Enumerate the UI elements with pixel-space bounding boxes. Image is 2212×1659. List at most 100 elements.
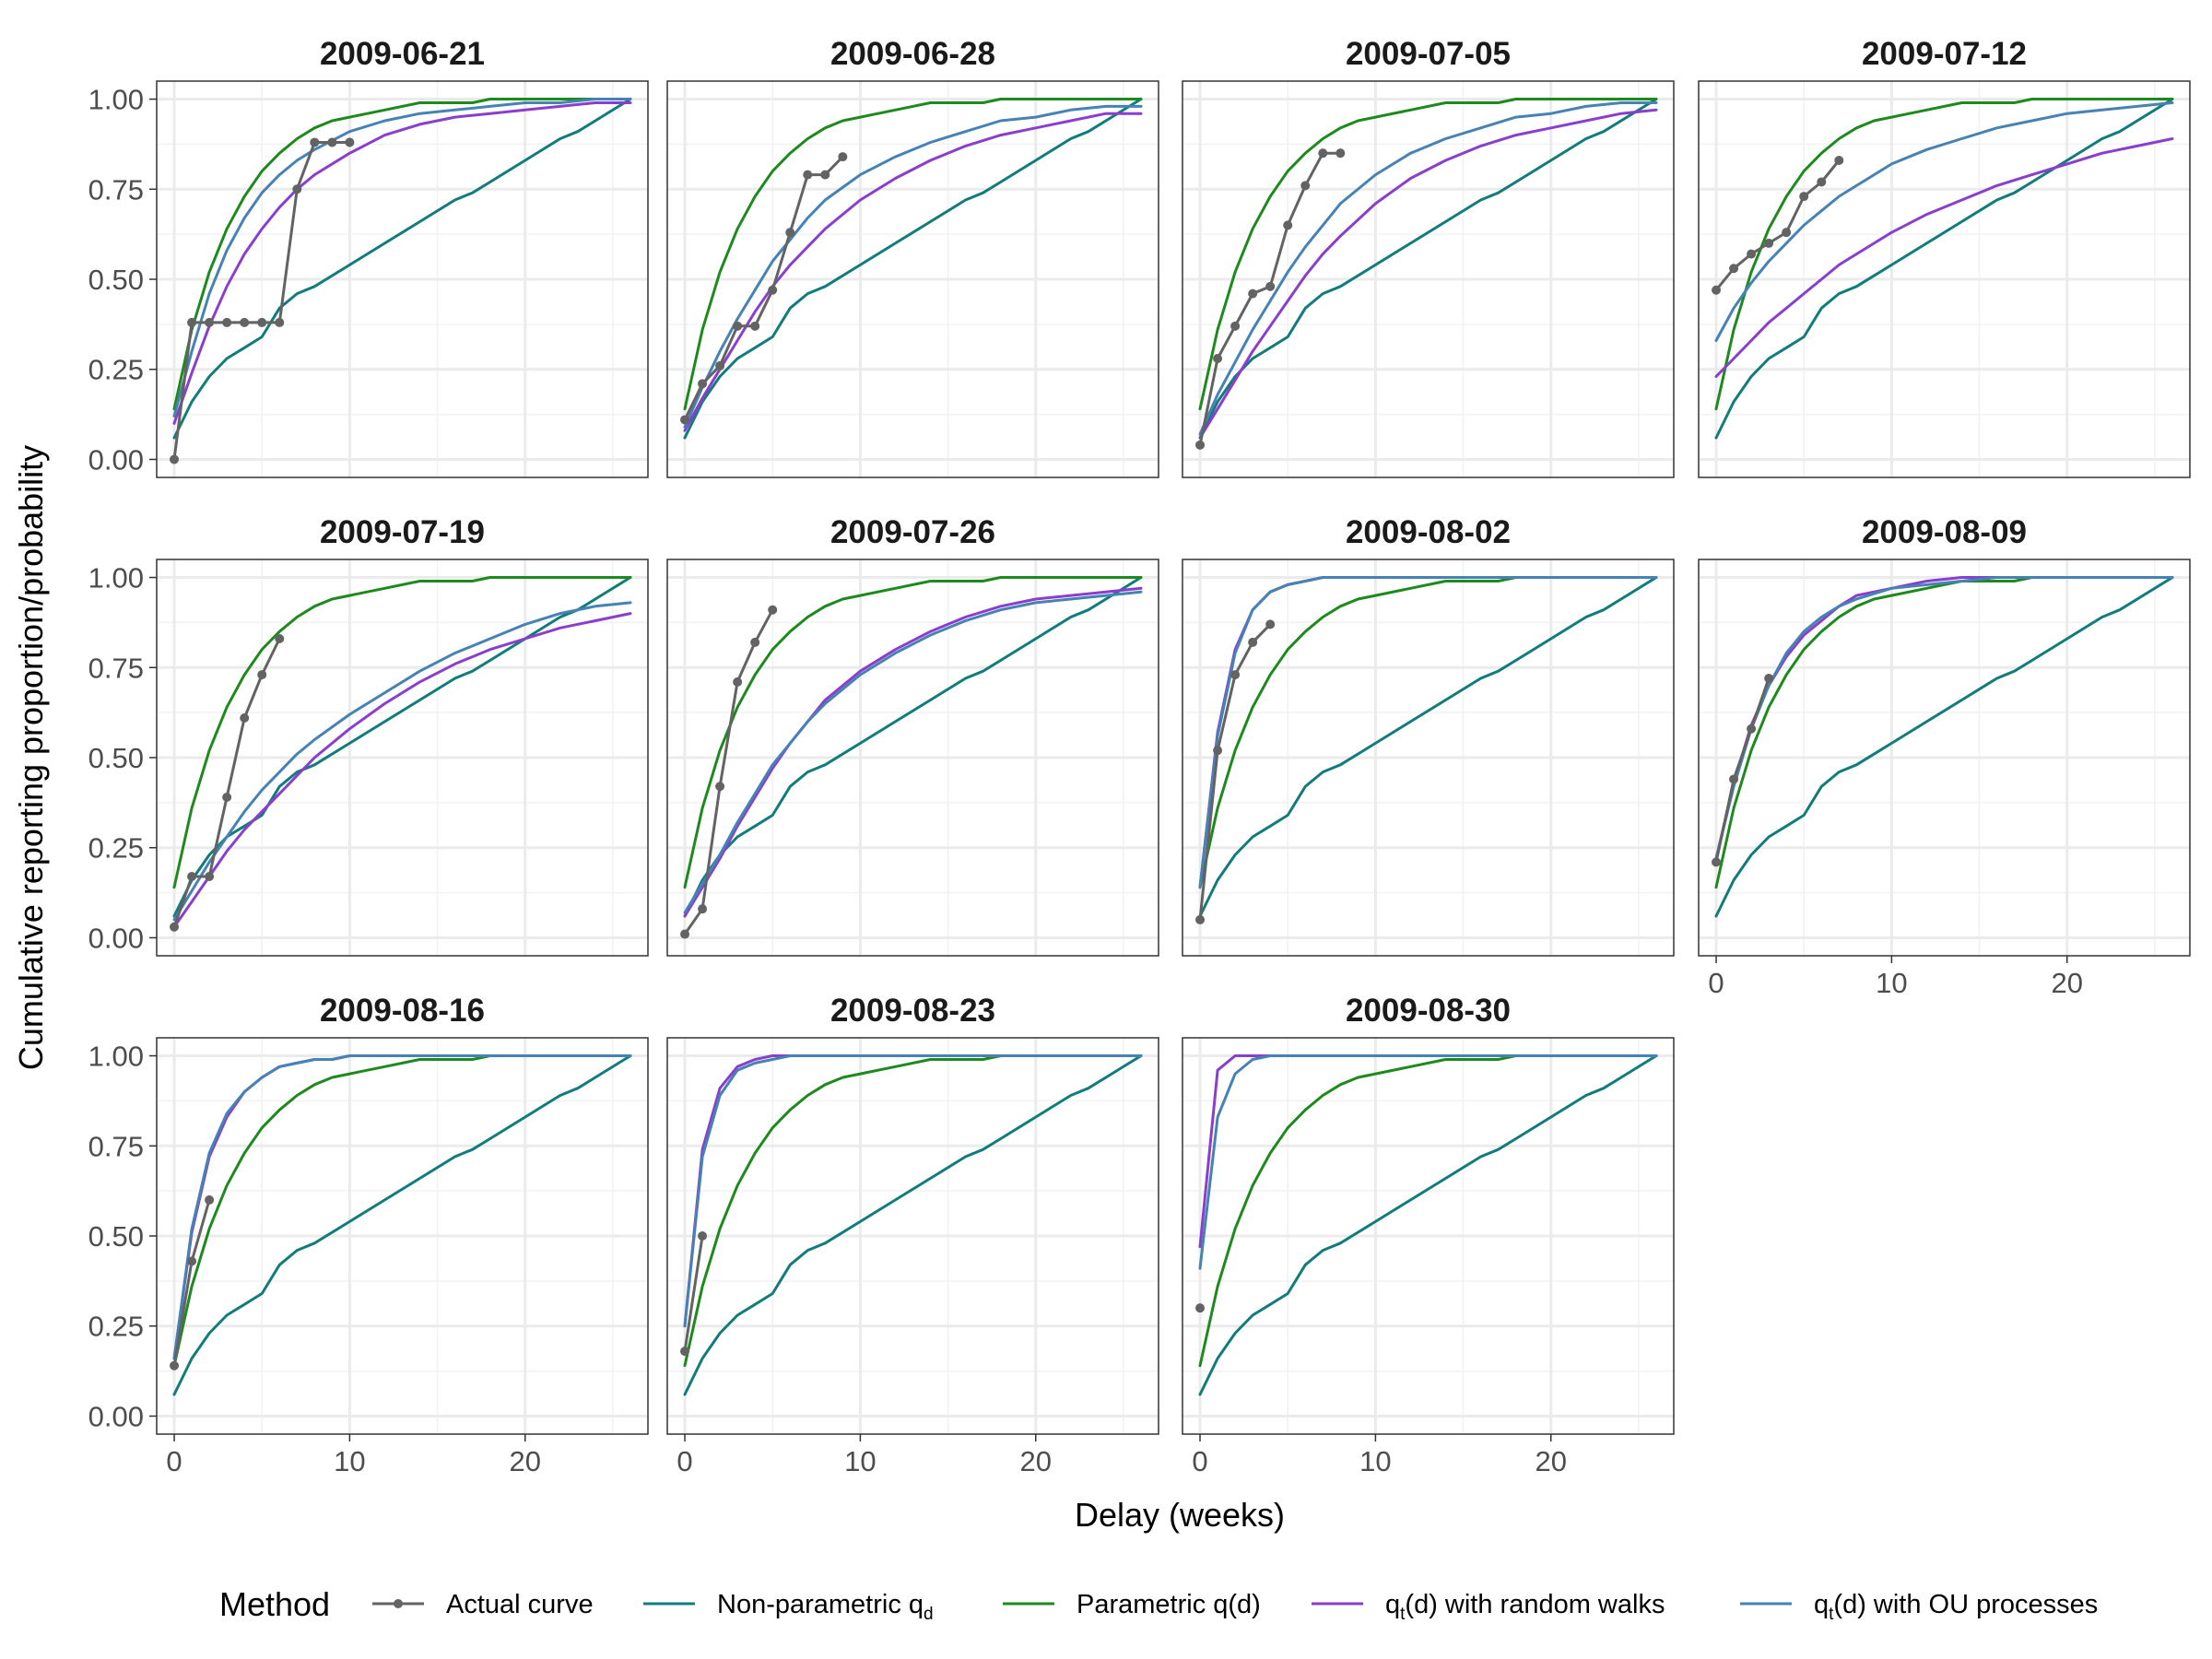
panel: 2009-07-05 [1182,36,1675,478]
series-line-ou [1198,576,1658,889]
actual-point [222,317,232,327]
actual-point [1817,177,1827,187]
panel-title: 2009-06-28 [830,36,995,72]
actual-point [1799,192,1809,202]
series-line-ou [683,1054,1143,1328]
actual-point [733,677,743,687]
x-tick-label: 20 [510,1445,541,1477]
actual-point [310,137,320,147]
actual-point [733,321,743,331]
actual-point [750,637,760,647]
actual-point [680,415,690,425]
actual-point [187,872,197,881]
panel: 2009-08-02 [1182,514,1675,957]
actual-point [205,317,215,327]
x-tick-label: 20 [1020,1445,1052,1477]
panel-border [666,1037,1159,1435]
y-tick-label: 0.50 [88,742,144,774]
legend: Method Actual curve Non-parametric qd Param… [219,1585,2098,1624]
series-line-ou [1714,576,2174,860]
panel: 2009-08-09 0 10 20 [1698,514,2191,999]
panel-title: 2009-07-26 [830,514,995,550]
actual-point [768,285,778,295]
series-line-ou [1198,1054,1658,1270]
actual-point [240,317,250,327]
actual-point [1782,228,1792,238]
actual-point [785,228,795,238]
panel: 2009-07-19 0.00 0.25 0.50 0.75 1.00 [88,514,649,957]
series-line-rw [172,612,632,929]
actual-point [680,929,690,939]
actual-point [1318,148,1328,159]
series-line-nonparam [683,1054,1143,1396]
x-tick-label: 10 [844,1445,876,1477]
legend-item-nonparam: Non-parametric qd [643,1590,934,1624]
actual-point [1195,440,1206,450]
panel-border [666,80,1159,478]
legend-label: qt(d) with random walks [1385,1590,1665,1624]
actual-point [698,1231,708,1241]
actual-point [803,170,813,180]
series-line-nonparam [1198,1054,1658,1396]
actual-point [1265,619,1276,629]
actual-point [205,872,215,881]
actual-point [275,634,285,643]
panel-border [1698,559,2191,957]
x-tick-label: 0 [1708,967,1724,999]
y-tick-label: 0.25 [88,354,144,386]
actual-point [680,1347,690,1357]
panel-title: 2009-08-23 [830,993,995,1029]
y-tick-label: 0.75 [88,1130,144,1162]
panel-border [1182,559,1675,957]
actual-point [1265,281,1276,291]
series-line-rw [683,112,1143,432]
panel: 2009-06-21 0.00 0.25 0.50 0.75 1.00 [88,36,649,478]
panel-border [1182,80,1675,478]
panel-title: 2009-08-16 [320,993,485,1029]
y-tick-label: 1.00 [88,562,144,594]
actual-point [240,713,250,723]
actual-point [205,1194,215,1205]
series-line-param [172,98,632,411]
panel: 2009-07-12 [1698,36,2191,478]
actual-point [1729,264,1739,274]
series-line-nonparam [1198,98,1658,440]
actual-point [715,360,725,371]
actual-point [257,670,267,680]
y-tick-label: 0.00 [88,922,144,954]
actual-point [170,1360,180,1371]
actual-point [698,379,708,389]
y-axis-title: Cumulative reporting proportion/probabil… [12,445,50,1070]
y-tick-label: 0.00 [88,443,144,476]
series-line-param [1714,98,2174,411]
actual-point [838,152,848,162]
actual-point [750,321,760,331]
actual-point [292,184,302,194]
x-tick-label: 10 [1876,967,1907,999]
y-tick-label: 0.50 [88,264,144,296]
series-line-rw [172,101,632,425]
series-line-ou [172,601,632,922]
actual-point [1230,321,1241,331]
actual-point [1248,637,1258,647]
actual-point [1764,238,1774,248]
actual-point [1764,674,1774,683]
actual-point [1729,774,1739,784]
legend-label: Actual curve [446,1590,594,1619]
actual-point [1248,288,1258,299]
panel: 2009-08-16 0.00 0.25 0.50 0.75 1.00 0 10 20 [88,993,649,1477]
panel: 2009-06-28 [666,36,1159,478]
panel-title: 2009-08-09 [1862,514,2027,550]
actual-point [1335,148,1346,159]
series-line-param [1198,98,1658,411]
y-tick-label: 0.75 [88,173,144,206]
actual-point [1213,746,1223,756]
panel-title: 2009-08-30 [1346,993,1511,1029]
panel-title: 2009-06-21 [320,36,485,72]
x-tick-label: 0 [166,1445,182,1477]
legend-item-ou: qt(d) with OU processes [1740,1590,2098,1624]
legend-label: Parametric q(d) [1077,1590,1261,1619]
panel-border [1698,80,2191,478]
panel-title: 2009-07-12 [1862,36,2027,72]
